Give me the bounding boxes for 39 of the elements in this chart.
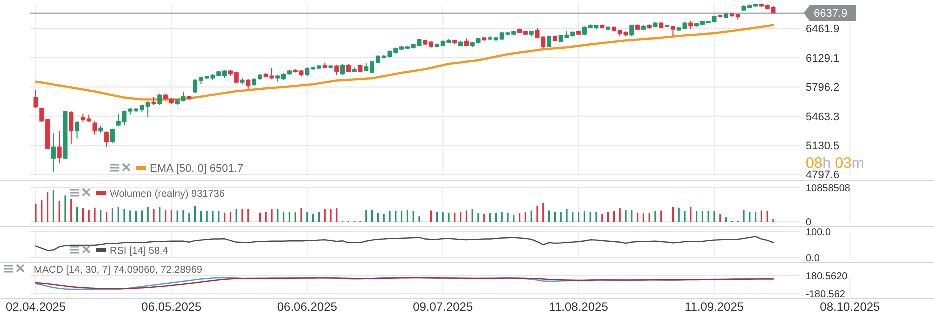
- candlestick: [246, 78, 251, 90]
- candlestick: [104, 131, 110, 148]
- y-tick-label: 5796.2: [806, 82, 840, 94]
- x-tick-label: 08.10.2025: [820, 300, 881, 314]
- chart-title: MACD [14, 30, 7] 74.09060, 72.28969: [34, 265, 203, 276]
- legend-label: RSI [14] 58.4: [110, 246, 169, 257]
- y-tick-label: 5463.3: [806, 111, 840, 124]
- candlestick: [158, 94, 162, 106]
- annotation: 08h 03m: [806, 155, 864, 172]
- y-tick-label: 5130.5: [806, 140, 840, 152]
- x-tick-label: 06.06.2025: [277, 300, 338, 314]
- legend-label: Wolumen (realny) 931736: [110, 189, 226, 200]
- x-tick-label: 09.07.2025: [413, 300, 474, 314]
- x-tick-label: 02.04.2025: [6, 300, 66, 314]
- y-tick-label: 0: [806, 218, 812, 228]
- candlestick: [75, 120, 80, 140]
- candlestick: [92, 120, 98, 136]
- candlestick: [34, 90, 38, 109]
- y-tick-label: 100.0: [806, 228, 832, 238]
- candlestick: [69, 111, 74, 146]
- y-tick-label: 6129.1: [806, 52, 840, 65]
- legend-label: EMA [50, 0] 6501.7: [150, 163, 244, 175]
- candlestick: [340, 64, 346, 76]
- y-tick-label: 4797.6: [806, 170, 840, 182]
- y-tick-label: 0.0: [806, 254, 820, 264]
- x-tick-label: 06.05.2025: [142, 300, 202, 314]
- y-tick-label: 10858508: [806, 184, 851, 194]
- candlestick: [334, 64, 340, 76]
- y-tick-label: 6461.9: [806, 24, 840, 36]
- y-tick-label: 180.5620: [806, 272, 848, 282]
- candlestick: [630, 24, 634, 37]
- y-tick-label: -180.562: [806, 290, 846, 300]
- x-tick-label: 11.09.2025: [684, 300, 744, 314]
- candlestick: [57, 130, 62, 164]
- line-series: [34, 24, 775, 101]
- candlestick: [110, 128, 115, 144]
- candlestick: [51, 132, 56, 172]
- ref-line-label: 6637.9: [814, 8, 848, 20]
- x-tick-label: 11.08.2025: [549, 300, 609, 314]
